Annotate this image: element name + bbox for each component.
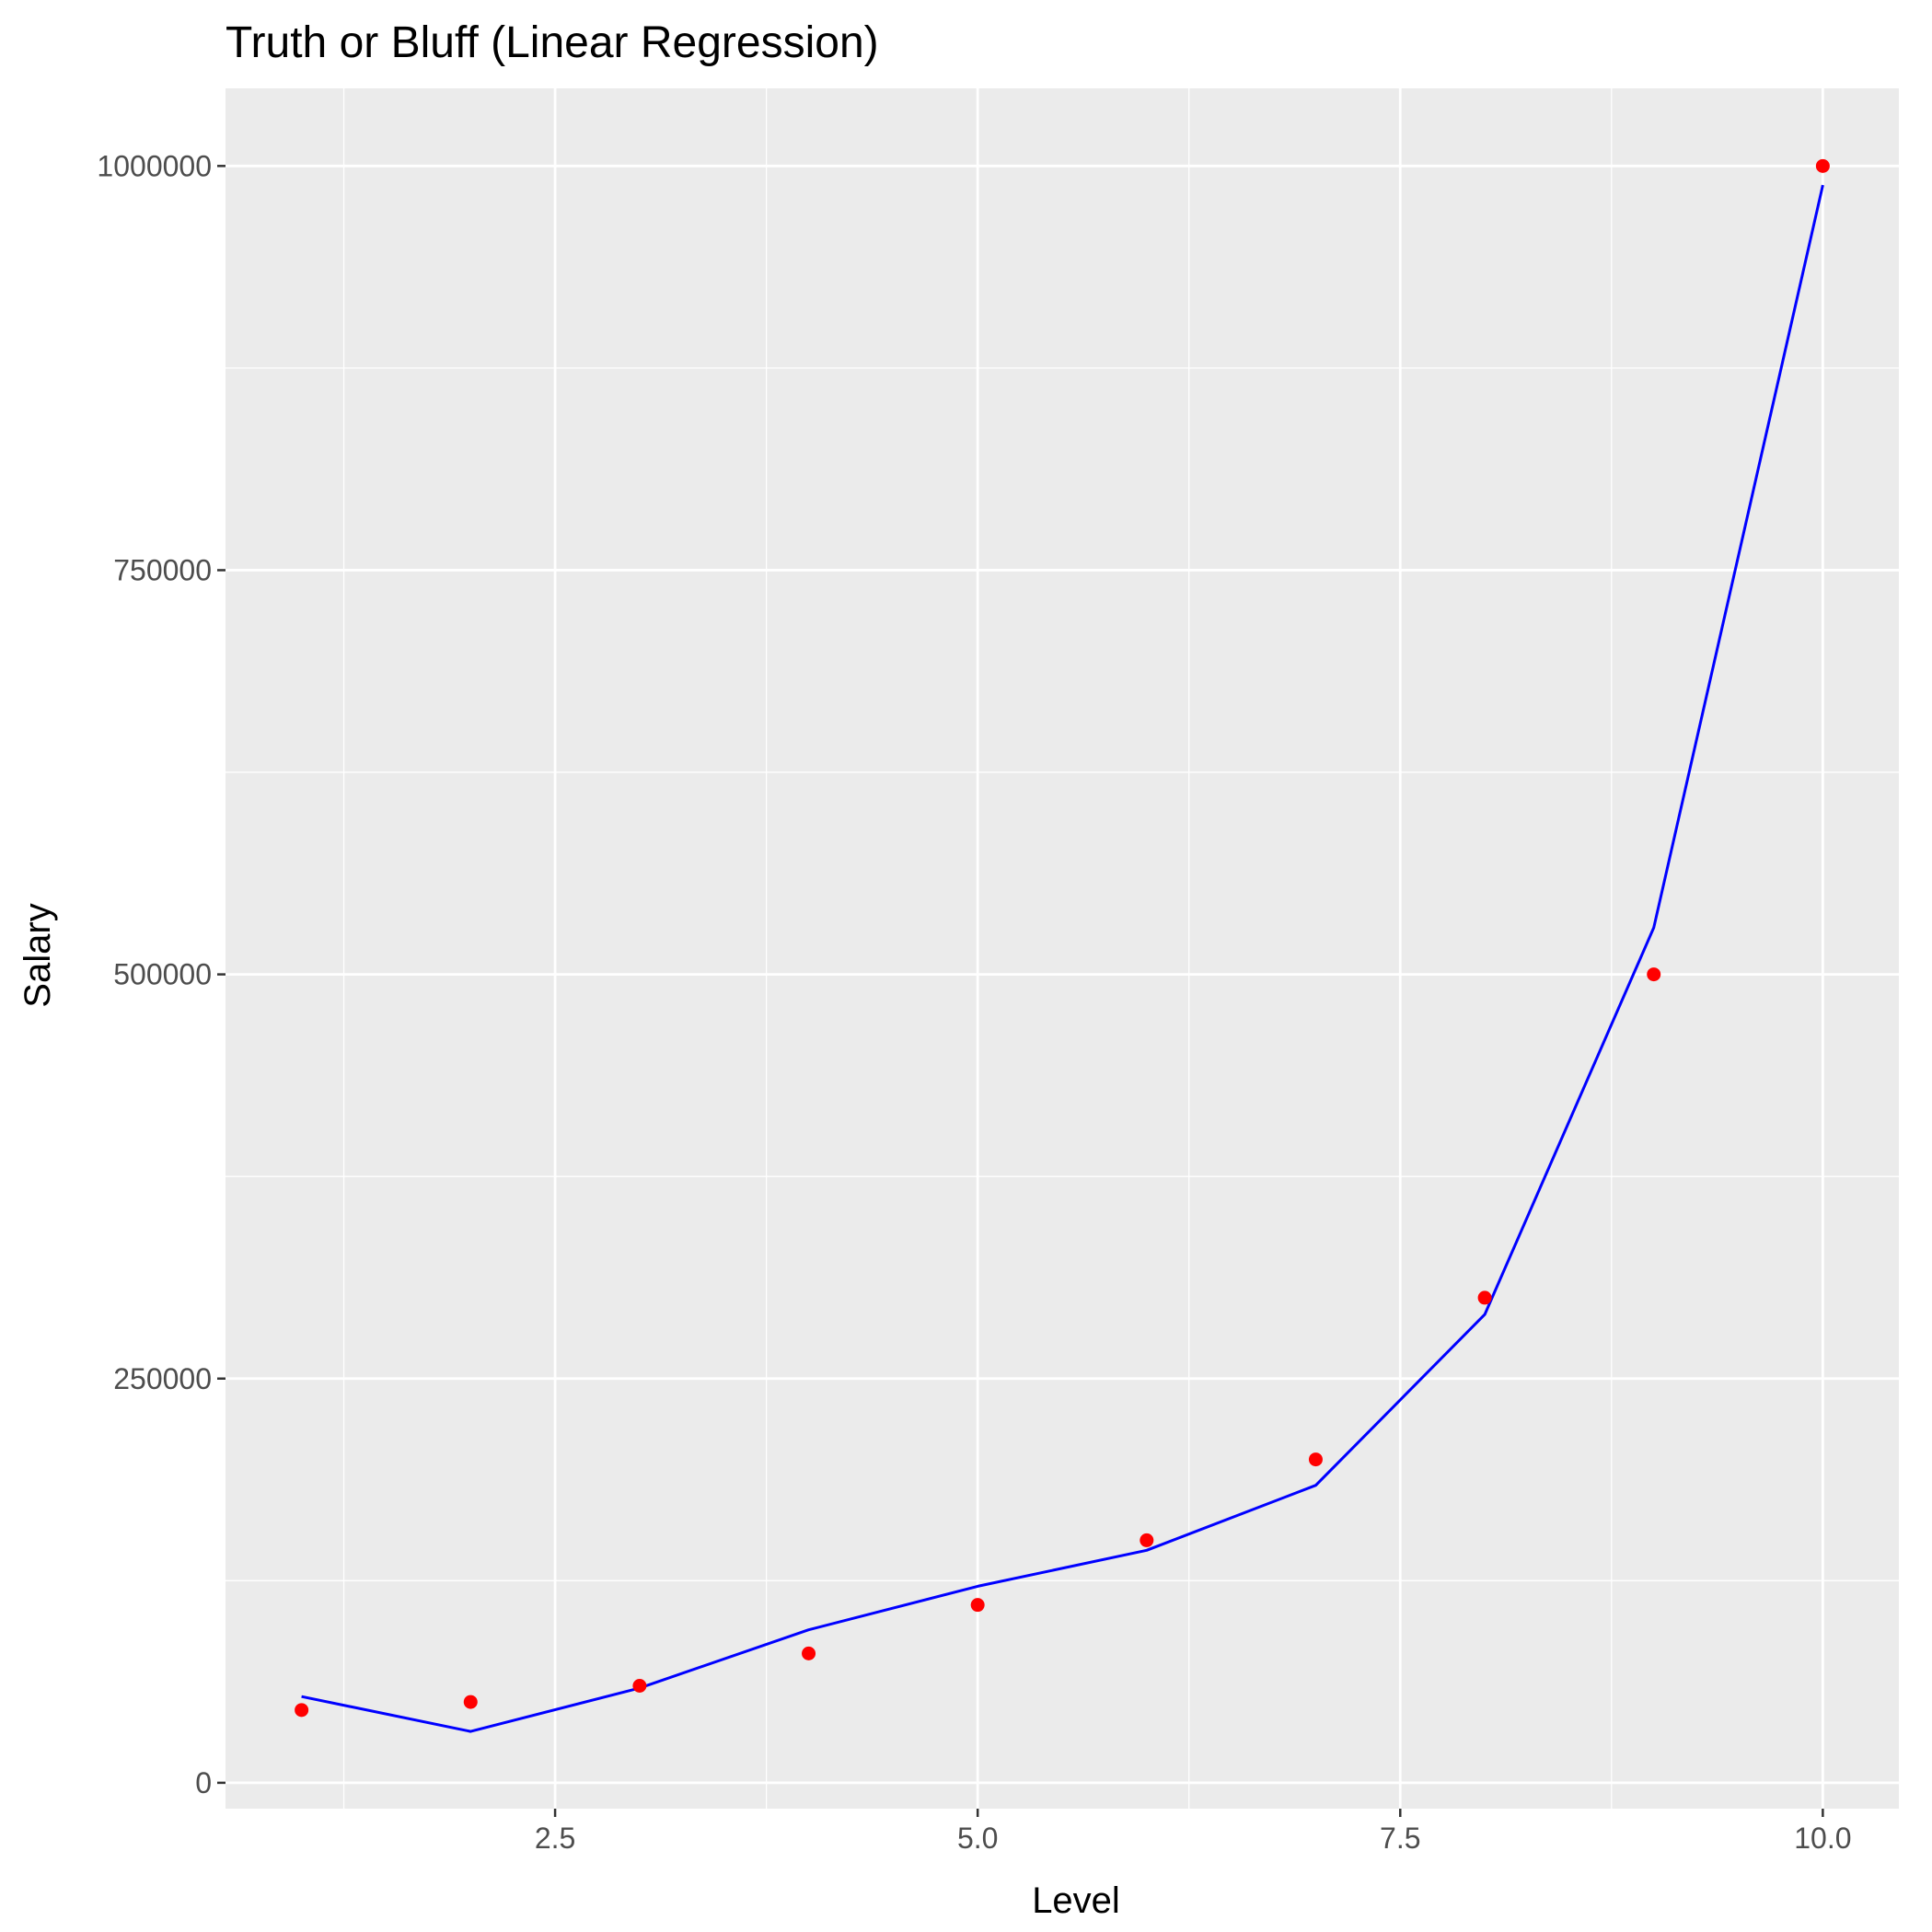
x-tick-label: 7.5 <box>1380 1822 1420 1855</box>
data-point <box>632 1679 647 1693</box>
x-tick-label: 5.0 <box>957 1822 998 1855</box>
y-tick-label: 250000 <box>113 1362 212 1395</box>
regression-line <box>301 184 1824 1733</box>
x-axis-title: Level <box>1032 1880 1120 1921</box>
chart-title: Truth or Bluff (Linear Regression) <box>226 18 879 67</box>
fit-line-layer <box>301 184 1824 1733</box>
data-point <box>970 1598 985 1613</box>
y-tick-label: 0 <box>195 1766 212 1799</box>
y-tick-label: 750000 <box>113 553 212 586</box>
major-gridlines <box>226 88 1899 1809</box>
data-point <box>802 1646 816 1660</box>
x-tick-label: 2.5 <box>535 1822 575 1855</box>
y-tick-label: 500000 <box>113 958 212 991</box>
data-point <box>463 1695 478 1709</box>
data-point <box>1477 1290 1492 1305</box>
data-point <box>1647 967 1661 982</box>
data-point <box>1140 1533 1154 1547</box>
x-axis: 2.5 5.0 7.5 10.0 <box>535 1809 1852 1855</box>
plot-panel <box>226 88 1899 1809</box>
y-axis: 0 250000 500000 750000 1000000 <box>97 149 226 1799</box>
data-point <box>295 1703 309 1718</box>
point-layer <box>295 158 1830 1718</box>
data-point <box>1308 1452 1323 1467</box>
y-axis-title: Salary <box>17 903 58 1007</box>
data-point <box>1815 158 1830 173</box>
y-tick-label: 1000000 <box>97 149 212 182</box>
x-tick-label: 10.0 <box>1794 1822 1851 1855</box>
minor-gridlines <box>226 88 1899 1809</box>
